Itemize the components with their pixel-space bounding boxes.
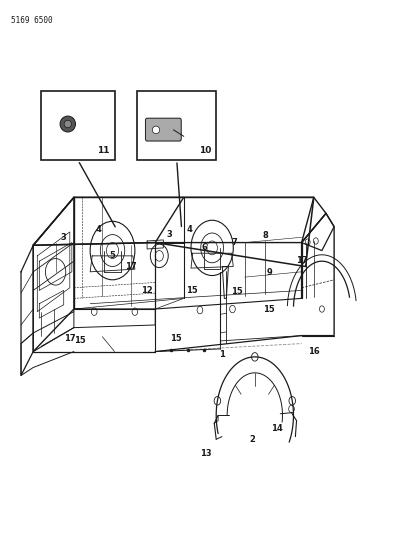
Text: 17: 17 xyxy=(296,256,307,264)
Text: 8: 8 xyxy=(262,231,268,240)
Text: 3: 3 xyxy=(166,230,172,239)
FancyBboxPatch shape xyxy=(145,118,181,141)
Text: 12: 12 xyxy=(141,286,153,295)
Text: 10: 10 xyxy=(199,146,211,155)
Text: 7: 7 xyxy=(232,238,237,247)
Text: 4: 4 xyxy=(187,225,193,234)
Text: 15: 15 xyxy=(170,334,182,343)
Ellipse shape xyxy=(60,116,75,132)
Text: 9: 9 xyxy=(266,269,272,277)
Text: 17: 17 xyxy=(125,262,137,271)
Text: 16: 16 xyxy=(308,347,319,356)
Text: 14: 14 xyxy=(271,424,283,433)
Text: 11: 11 xyxy=(97,146,110,155)
Text: 1: 1 xyxy=(220,350,225,359)
Text: 15: 15 xyxy=(74,336,86,345)
FancyBboxPatch shape xyxy=(137,91,216,160)
Text: 5169 6500: 5169 6500 xyxy=(11,15,53,25)
Text: 2: 2 xyxy=(250,435,256,444)
Ellipse shape xyxy=(64,120,71,128)
Text: 15: 15 xyxy=(186,286,198,295)
Text: 13: 13 xyxy=(200,449,212,458)
Text: 6: 6 xyxy=(201,244,207,253)
Text: 5: 5 xyxy=(110,252,115,260)
Text: 17: 17 xyxy=(64,334,75,343)
Text: 15: 15 xyxy=(231,287,242,296)
Text: 4: 4 xyxy=(95,225,101,234)
Ellipse shape xyxy=(152,126,160,134)
Text: 15: 15 xyxy=(263,304,275,313)
Text: 3: 3 xyxy=(61,233,67,242)
FancyBboxPatch shape xyxy=(41,91,115,160)
